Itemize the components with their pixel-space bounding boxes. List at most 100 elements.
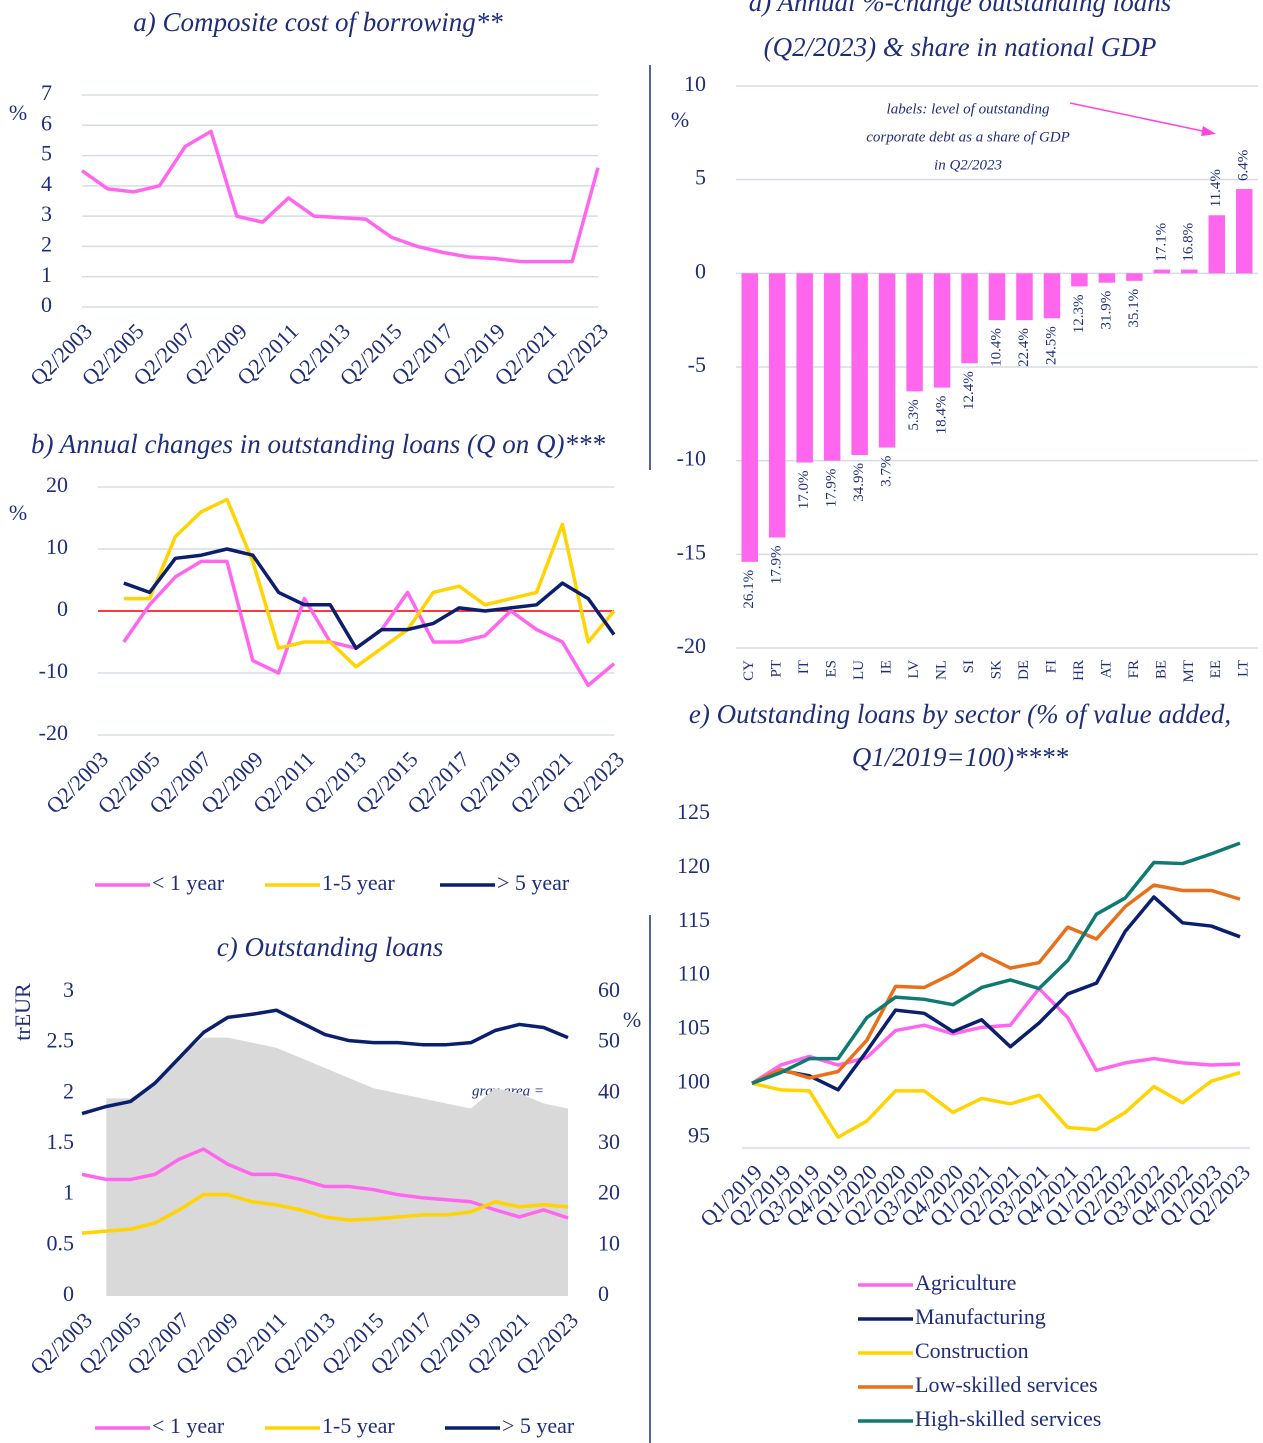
y-tick-label: 2 bbox=[41, 231, 52, 256]
y-tick-label: 7 bbox=[41, 80, 52, 105]
bar-label: 6.4% bbox=[1236, 150, 1252, 181]
bar-label: 24.5% bbox=[1043, 326, 1059, 365]
bar bbox=[823, 273, 841, 461]
bar-label: 34.9% bbox=[851, 463, 867, 502]
legend-label: 1-5 year bbox=[322, 870, 395, 895]
x-tick-label: HR bbox=[1071, 660, 1087, 681]
line bbox=[123, 547, 616, 650]
y-tick-label: 1 bbox=[63, 1180, 74, 1205]
y-tick-label: -10 bbox=[39, 658, 68, 683]
bar-label: 17.1% bbox=[1153, 223, 1169, 262]
y-tick-label: 0.5 bbox=[47, 1230, 75, 1255]
y-tick-label: 0 bbox=[57, 596, 68, 621]
legend-label: Construction bbox=[915, 1338, 1029, 1363]
y-tick-label: -20 bbox=[677, 633, 706, 658]
y-tick-label: 5 bbox=[695, 165, 706, 190]
bar-label: 5.3% bbox=[906, 399, 922, 430]
bar bbox=[1071, 273, 1088, 287]
annotation-arrow bbox=[1069, 102, 1213, 134]
x-tick-label: DE bbox=[1016, 660, 1032, 680]
bar bbox=[741, 273, 758, 562]
chart-title: c) Outstanding loans bbox=[217, 932, 444, 962]
bar-label: 35.1% bbox=[1126, 289, 1142, 328]
y-axis-label: trEUR bbox=[10, 983, 35, 1041]
bar-label: 12.3% bbox=[1071, 294, 1087, 333]
legend-label: High-skilled services bbox=[915, 1406, 1101, 1431]
x-tick-label: SK bbox=[988, 660, 1004, 679]
y-tick-label: 110 bbox=[678, 961, 710, 986]
bar-label: 3.7% bbox=[879, 456, 895, 487]
y-tick-label: 10 bbox=[684, 71, 706, 96]
y2-tick-label: 60 bbox=[598, 977, 620, 1002]
line bbox=[81, 1008, 569, 1116]
y-tick-label: 3 bbox=[63, 977, 74, 1002]
chart-title: Q1/2019=100)**** bbox=[852, 742, 1069, 772]
legend-label: < 1 year bbox=[152, 1413, 225, 1438]
y-tick-label: 105 bbox=[677, 1015, 710, 1040]
line bbox=[751, 895, 1241, 1092]
y2-tick-label: 50 bbox=[598, 1028, 620, 1053]
x-tick-label: FI bbox=[1043, 660, 1059, 673]
bar-label: 22.4% bbox=[1016, 328, 1032, 367]
y-tick-label: 2 bbox=[63, 1078, 74, 1103]
y-tick-label: 10 bbox=[46, 534, 68, 559]
line bbox=[751, 883, 1241, 1085]
legend-label: > 5 year bbox=[497, 870, 570, 895]
annotation: corporate debt as a share of GDP bbox=[866, 129, 1070, 145]
y-tick-label: -15 bbox=[677, 539, 706, 564]
y-tick-label: 125 bbox=[677, 799, 710, 824]
legend-label: Agriculture bbox=[915, 1270, 1016, 1295]
y-axis-label: % bbox=[9, 100, 27, 125]
chart-title: d) Annual %-change outstanding loans bbox=[749, 0, 1171, 17]
y-axis-label: % bbox=[9, 500, 27, 525]
line bbox=[80, 129, 600, 264]
arrow-head bbox=[1201, 126, 1216, 136]
bar-label: 17.9% bbox=[769, 545, 785, 584]
bar bbox=[961, 273, 978, 364]
x-tick-label: CY bbox=[741, 660, 757, 681]
y2-tick-label: 10 bbox=[598, 1230, 620, 1255]
x-tick-label: NL bbox=[933, 660, 949, 680]
x-tick-label: FR bbox=[1126, 660, 1142, 678]
bar bbox=[1181, 269, 1198, 274]
y-tick-label: 95 bbox=[688, 1122, 710, 1147]
y-tick-label: -20 bbox=[39, 720, 68, 745]
y-tick-label: 1 bbox=[41, 262, 52, 287]
y-tick-label: 20 bbox=[46, 472, 68, 497]
y-tick-label: -5 bbox=[688, 352, 706, 377]
legend-label: Manufacturing bbox=[915, 1304, 1046, 1329]
area bbox=[106, 1037, 569, 1296]
x-tick-label: MT bbox=[1181, 660, 1197, 683]
bar bbox=[768, 273, 786, 538]
y-tick-label: 5 bbox=[41, 141, 52, 166]
bar bbox=[878, 273, 896, 448]
y-tick-label: 0 bbox=[63, 1281, 74, 1306]
x-tick-label: SI bbox=[961, 660, 977, 673]
bar bbox=[1016, 273, 1033, 321]
bar bbox=[851, 273, 868, 456]
annotation: labels: level of outstanding bbox=[887, 101, 1050, 117]
y-tick-label: 115 bbox=[678, 907, 710, 932]
line bbox=[123, 497, 616, 669]
bar-label: 16.8% bbox=[1181, 223, 1197, 262]
x-tick-label: AT bbox=[1098, 660, 1114, 678]
x-tick-label: EE bbox=[1208, 660, 1224, 678]
line bbox=[751, 841, 1241, 1085]
bar bbox=[988, 273, 1006, 321]
x-tick-label: LT bbox=[1236, 660, 1252, 677]
bar-label: 12.4% bbox=[961, 371, 977, 410]
y-tick-label: 100 bbox=[677, 1068, 710, 1093]
y-tick-label: -10 bbox=[677, 446, 706, 471]
bar bbox=[906, 273, 923, 392]
legend-label: < 1 year bbox=[152, 870, 225, 895]
bar bbox=[1043, 273, 1061, 319]
bar-label: 11.4% bbox=[1208, 169, 1224, 207]
y-tick-label: 6 bbox=[41, 110, 52, 135]
bar bbox=[1208, 215, 1226, 274]
y2-axis-label: % bbox=[623, 1007, 641, 1032]
y2-tick-label: 40 bbox=[598, 1078, 620, 1103]
annotation: in Q2/2023 bbox=[934, 157, 1002, 173]
x-tick-label: BE bbox=[1153, 660, 1169, 679]
legend-label: > 5 year bbox=[502, 1413, 575, 1438]
